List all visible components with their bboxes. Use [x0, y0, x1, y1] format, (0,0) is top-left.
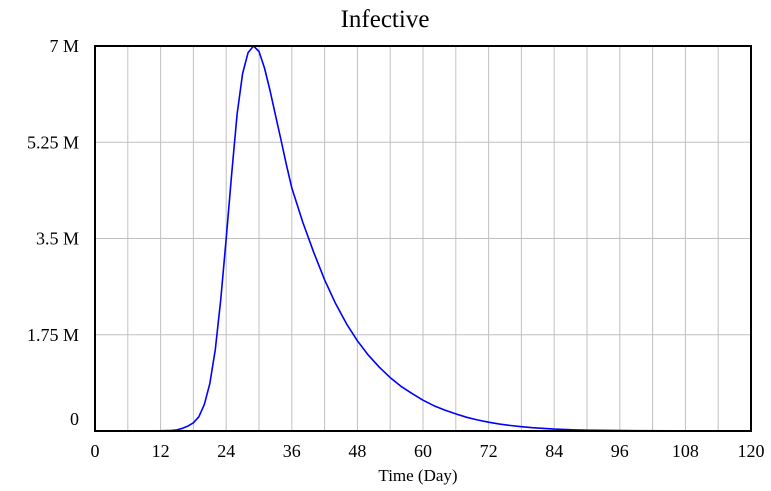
x-tick-label: 0 [91, 441, 100, 461]
x-tick-label: 96 [611, 441, 629, 461]
y-tick-label: 5.25 M [27, 132, 79, 152]
series-line [95, 45, 752, 432]
x-tick-label: 24 [217, 441, 235, 461]
chart-title: Infective [341, 6, 430, 33]
series-layer [95, 45, 752, 432]
x-tick-label: 36 [283, 441, 301, 461]
x-tick-label: 60 [414, 441, 432, 461]
y-tick-layer: 0 1.75 M 3.5 M 5.25 M 7 M [27, 36, 79, 429]
y-tick-label: 3.5 M [36, 229, 79, 249]
grid-layer [95, 46, 751, 431]
x-tick-label: 84 [545, 441, 563, 461]
x-axis-label: Time (Day) [378, 466, 457, 485]
y-tick-label: 1.75 M [27, 325, 79, 345]
x-tick-label: 120 [738, 441, 765, 461]
y-tick-label: 7 M [49, 36, 79, 56]
x-tick-layer: 0 12 24 36 48 60 72 84 96 108 120 [91, 441, 765, 461]
x-tick-label: 48 [348, 441, 366, 461]
x-tick-label: 12 [152, 441, 170, 461]
y-tick-label: 0 [70, 409, 79, 429]
x-tick-label: 72 [480, 441, 498, 461]
plot-frame [94, 45, 752, 432]
x-tick-label: 108 [672, 441, 699, 461]
